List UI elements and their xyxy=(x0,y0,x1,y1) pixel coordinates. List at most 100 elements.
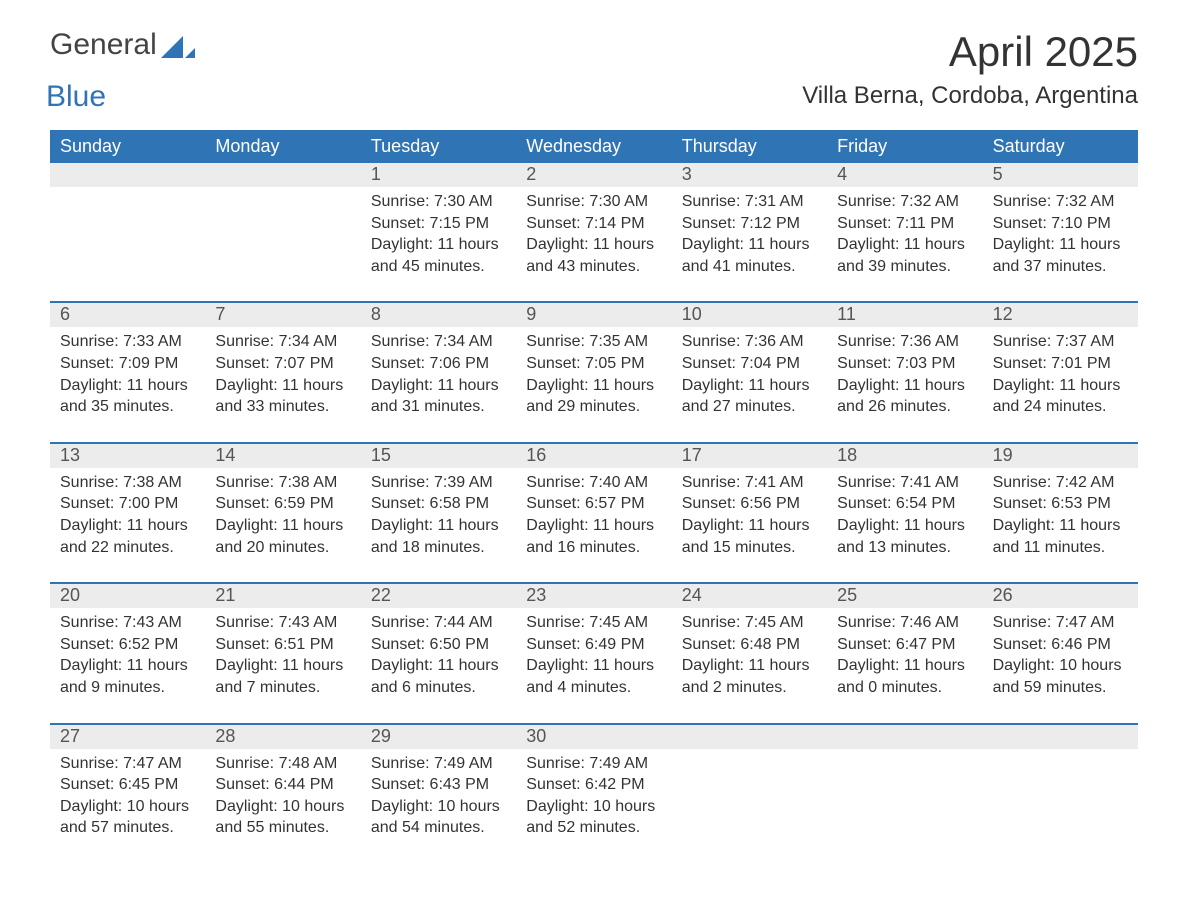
logo: General Blue xyxy=(50,30,195,112)
sunset-text: Sunset: 7:06 PM xyxy=(371,353,506,375)
day-number xyxy=(827,725,982,749)
sunset-text: Sunset: 7:05 PM xyxy=(526,353,661,375)
day-number: 5 xyxy=(983,163,1138,187)
daylight-line2: and 13 minutes. xyxy=(837,537,972,559)
daylight-line1: Daylight: 11 hours xyxy=(60,515,195,537)
sunrise-text: Sunrise: 7:33 AM xyxy=(60,331,195,353)
day-number: 17 xyxy=(672,444,827,468)
day-cell: Sunrise: 7:32 AMSunset: 7:11 PMDaylight:… xyxy=(827,187,982,287)
calendar-week: 12345Sunrise: 7:30 AMSunset: 7:15 PMDayl… xyxy=(50,163,1138,287)
daylight-line2: and 11 minutes. xyxy=(993,537,1128,559)
day-cell xyxy=(50,187,205,287)
daylight-line1: Daylight: 10 hours xyxy=(215,796,350,818)
daylight-line2: and 33 minutes. xyxy=(215,396,350,418)
sunrise-text: Sunrise: 7:36 AM xyxy=(837,331,972,353)
daylight-line1: Daylight: 11 hours xyxy=(526,655,661,677)
sunset-text: Sunset: 6:44 PM xyxy=(215,774,350,796)
day-number: 10 xyxy=(672,303,827,327)
day-cell: Sunrise: 7:36 AMSunset: 7:03 PMDaylight:… xyxy=(827,327,982,427)
day-number xyxy=(50,163,205,187)
sunset-text: Sunset: 7:10 PM xyxy=(993,213,1128,235)
dayname-saturday: Saturday xyxy=(983,130,1138,163)
sunrise-text: Sunrise: 7:44 AM xyxy=(371,612,506,634)
sunrise-text: Sunrise: 7:37 AM xyxy=(993,331,1128,353)
sunset-text: Sunset: 7:07 PM xyxy=(215,353,350,375)
day-number: 25 xyxy=(827,584,982,608)
page-title: April 2025 xyxy=(802,30,1138,74)
daylight-line2: and 52 minutes. xyxy=(526,817,661,839)
calendar-week: 20212223242526Sunrise: 7:43 AMSunset: 6:… xyxy=(50,582,1138,708)
sunset-text: Sunset: 7:03 PM xyxy=(837,353,972,375)
daylight-line2: and 7 minutes. xyxy=(215,677,350,699)
daylight-line2: and 9 minutes. xyxy=(60,677,195,699)
sunset-text: Sunset: 7:14 PM xyxy=(526,213,661,235)
day-cell: Sunrise: 7:40 AMSunset: 6:57 PMDaylight:… xyxy=(516,468,671,568)
sunset-text: Sunset: 6:54 PM xyxy=(837,493,972,515)
day-cell: Sunrise: 7:30 AMSunset: 7:14 PMDaylight:… xyxy=(516,187,671,287)
day-number: 14 xyxy=(205,444,360,468)
day-number: 7 xyxy=(205,303,360,327)
sunrise-text: Sunrise: 7:45 AM xyxy=(682,612,817,634)
day-cell: Sunrise: 7:34 AMSunset: 7:06 PMDaylight:… xyxy=(361,327,516,427)
day-cell: Sunrise: 7:37 AMSunset: 7:01 PMDaylight:… xyxy=(983,327,1138,427)
sunrise-text: Sunrise: 7:48 AM xyxy=(215,753,350,775)
daylight-line1: Daylight: 11 hours xyxy=(60,655,195,677)
daycell-row: Sunrise: 7:30 AMSunset: 7:15 PMDaylight:… xyxy=(50,187,1138,287)
page-subtitle: Villa Berna, Cordoba, Argentina xyxy=(802,82,1138,110)
sunrise-text: Sunrise: 7:43 AM xyxy=(60,612,195,634)
day-number: 19 xyxy=(983,444,1138,468)
daylight-line2: and 2 minutes. xyxy=(682,677,817,699)
daylight-line1: Daylight: 11 hours xyxy=(371,515,506,537)
sunset-text: Sunset: 6:50 PM xyxy=(371,634,506,656)
day-cell xyxy=(827,749,982,849)
sunset-text: Sunset: 6:56 PM xyxy=(682,493,817,515)
sunrise-text: Sunrise: 7:30 AM xyxy=(371,191,506,213)
dayname-monday: Monday xyxy=(205,130,360,163)
daylight-line2: and 16 minutes. xyxy=(526,537,661,559)
daylight-line2: and 37 minutes. xyxy=(993,256,1128,278)
daylight-line1: Daylight: 11 hours xyxy=(682,655,817,677)
day-number: 1 xyxy=(361,163,516,187)
daylight-line1: Daylight: 11 hours xyxy=(526,515,661,537)
sunset-text: Sunset: 6:46 PM xyxy=(993,634,1128,656)
daynum-row: 13141516171819 xyxy=(50,444,1138,468)
day-cell: Sunrise: 7:48 AMSunset: 6:44 PMDaylight:… xyxy=(205,749,360,849)
day-cell: Sunrise: 7:39 AMSunset: 6:58 PMDaylight:… xyxy=(361,468,516,568)
sunset-text: Sunset: 6:59 PM xyxy=(215,493,350,515)
sunset-text: Sunset: 6:51 PM xyxy=(215,634,350,656)
daylight-line2: and 31 minutes. xyxy=(371,396,506,418)
day-number: 29 xyxy=(361,725,516,749)
daynum-row: 20212223242526 xyxy=(50,584,1138,608)
daylight-line2: and 54 minutes. xyxy=(371,817,506,839)
sunrise-text: Sunrise: 7:32 AM xyxy=(837,191,972,213)
day-cell: Sunrise: 7:47 AMSunset: 6:45 PMDaylight:… xyxy=(50,749,205,849)
day-cell: Sunrise: 7:38 AMSunset: 7:00 PMDaylight:… xyxy=(50,468,205,568)
daylight-line2: and 45 minutes. xyxy=(371,256,506,278)
daylight-line1: Daylight: 10 hours xyxy=(60,796,195,818)
day-cell: Sunrise: 7:43 AMSunset: 6:51 PMDaylight:… xyxy=(205,608,360,708)
daylight-line2: and 22 minutes. xyxy=(60,537,195,559)
sunrise-text: Sunrise: 7:30 AM xyxy=(526,191,661,213)
dayname-wednesday: Wednesday xyxy=(516,130,671,163)
day-cell: Sunrise: 7:41 AMSunset: 6:54 PMDaylight:… xyxy=(827,468,982,568)
page-header: General Blue April 2025 Villa Berna, Cor… xyxy=(50,30,1138,112)
sunrise-text: Sunrise: 7:46 AM xyxy=(837,612,972,634)
daylight-line1: Daylight: 11 hours xyxy=(371,234,506,256)
sunset-text: Sunset: 6:45 PM xyxy=(60,774,195,796)
day-cell: Sunrise: 7:46 AMSunset: 6:47 PMDaylight:… xyxy=(827,608,982,708)
sunset-text: Sunset: 7:11 PM xyxy=(837,213,972,235)
sunset-text: Sunset: 6:58 PM xyxy=(371,493,506,515)
sunrise-text: Sunrise: 7:42 AM xyxy=(993,472,1128,494)
daylight-line2: and 43 minutes. xyxy=(526,256,661,278)
sunrise-text: Sunrise: 7:35 AM xyxy=(526,331,661,353)
calendar-week: 13141516171819Sunrise: 7:38 AMSunset: 7:… xyxy=(50,442,1138,568)
calendar-week: 6789101112Sunrise: 7:33 AMSunset: 7:09 P… xyxy=(50,301,1138,427)
day-cell: Sunrise: 7:32 AMSunset: 7:10 PMDaylight:… xyxy=(983,187,1138,287)
day-number: 27 xyxy=(50,725,205,749)
sail-icon xyxy=(161,36,195,58)
sunrise-text: Sunrise: 7:41 AM xyxy=(837,472,972,494)
daylight-line1: Daylight: 11 hours xyxy=(993,234,1128,256)
day-cell: Sunrise: 7:45 AMSunset: 6:48 PMDaylight:… xyxy=(672,608,827,708)
daylight-line2: and 55 minutes. xyxy=(215,817,350,839)
day-number: 15 xyxy=(361,444,516,468)
